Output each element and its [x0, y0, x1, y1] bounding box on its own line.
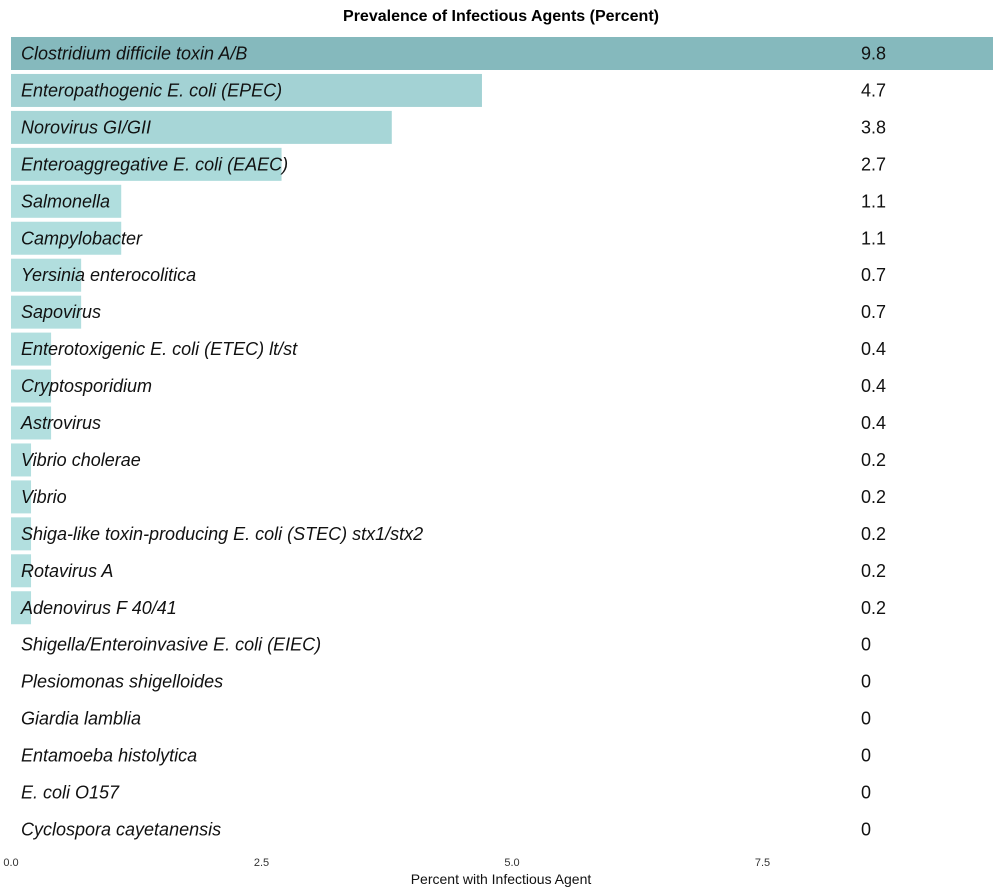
- category-label: Norovirus GI/GII: [21, 117, 151, 137]
- value-label: 0.4: [861, 339, 886, 359]
- value-label: 0.2: [861, 487, 886, 507]
- value-label: 0.2: [861, 524, 886, 544]
- bar-adenovirus-f-40-41: [11, 591, 32, 625]
- x-tick-label: 2.5: [254, 857, 269, 869]
- category-label: Vibrio: [21, 487, 67, 507]
- category-label: Entamoeba histolytica: [21, 746, 197, 766]
- category-label: Shiga-like toxin-producing E. coli (STEC…: [21, 524, 423, 544]
- value-label: 0.2: [861, 450, 886, 470]
- x-axis-ticks: 0.0 2.5 5.0 7.5: [3, 857, 770, 869]
- bar-astrovirus: [11, 406, 52, 440]
- x-tick-label: 5.0: [504, 857, 519, 869]
- category-labels-layer: Clostridium difficile toxin A/B Enteropat…: [20, 44, 423, 840]
- category-label: Shigella/Enteroinvasive E. coli (EIEC): [21, 635, 321, 655]
- bar-yersinia-enterocolitica: [11, 258, 82, 292]
- x-tick-label: 0.0: [3, 857, 18, 869]
- bar-shiga-like-toxin-producing-e-coli-stec-stx1-stx2: [11, 517, 32, 551]
- bar-enterotoxigenic-e-coli-etec-lt-st: [11, 332, 52, 366]
- category-label: Enteropathogenic E. coli (EPEC): [21, 80, 282, 100]
- bar-cryptosporidium: [11, 369, 52, 403]
- value-label: 9.8: [861, 44, 886, 64]
- category-label: Yersinia enterocolitica: [21, 265, 196, 285]
- category-label: Cyclospora cayetanensis: [21, 819, 221, 839]
- bar-enteroaggregative-e-coli-eaec: [11, 147, 282, 181]
- value-label: 0.2: [861, 561, 886, 581]
- value-label: 0: [861, 746, 871, 766]
- bar-campylobacter: [11, 221, 122, 255]
- category-label: Cryptosporidium: [21, 376, 152, 396]
- bar-enteropathogenic-e-coli-epec: [11, 73, 482, 107]
- category-label: Salmonella: [21, 191, 110, 211]
- category-label: Astrovirus: [20, 413, 101, 433]
- value-label: 2.7: [861, 154, 886, 174]
- category-label: E. coli O157: [21, 783, 120, 803]
- category-label: Rotavirus A: [21, 561, 113, 581]
- value-label: 0: [861, 635, 871, 655]
- value-label: 0.7: [861, 265, 886, 285]
- value-label: 0: [861, 672, 871, 692]
- bar-sapovirus: [11, 295, 82, 329]
- value-label: 0: [861, 709, 871, 729]
- value-label: 0: [861, 783, 871, 803]
- category-label: Plesiomonas shigelloides: [21, 672, 223, 692]
- category-label: Enteroaggregative E. coli (EAEC): [21, 154, 288, 174]
- category-label: Enterotoxigenic E. coli (ETEC) lt/st: [21, 339, 298, 359]
- value-label: 0.2: [861, 598, 886, 618]
- value-label: 3.8: [861, 117, 886, 137]
- bar-norovirus-gi-gii: [11, 110, 392, 144]
- bar-salmonella: [11, 184, 122, 218]
- bar-vibrio: [11, 480, 32, 514]
- category-label: Campylobacter: [21, 228, 143, 248]
- category-label: Giardia lamblia: [21, 709, 141, 729]
- bar-vibrio-cholerae: [11, 443, 32, 477]
- x-tick-label: 7.5: [755, 857, 770, 869]
- value-label: 1.1: [861, 228, 886, 248]
- value-labels-layer: 9.8 4.7 3.8 2.7 1.1 1.1 0.7 0.7 0.4 0.4 0.4 0.2 0.2 0…: [861, 44, 886, 840]
- x-axis-title: Percent with Infectious Agent: [411, 871, 592, 887]
- value-label: 4.7: [861, 80, 886, 100]
- bar-rotavirus-a: [11, 554, 32, 588]
- bar-clostridium-difficile-toxin-a-b: [11, 37, 993, 70]
- category-label: Adenovirus F 40/41: [20, 598, 177, 618]
- value-label: 0.7: [861, 302, 886, 322]
- category-label: Clostridium difficile toxin A/B: [21, 44, 247, 64]
- value-label: 0.4: [861, 413, 886, 433]
- category-label: Vibrio cholerae: [21, 450, 141, 470]
- value-label: 0: [861, 819, 871, 839]
- category-label: Sapovirus: [21, 302, 101, 322]
- bars-layer: [11, 37, 993, 625]
- value-label: 0.4: [861, 376, 886, 396]
- chart-title: Prevalence of Infectious Agents (Percent…: [343, 8, 659, 25]
- value-label: 1.1: [861, 191, 886, 211]
